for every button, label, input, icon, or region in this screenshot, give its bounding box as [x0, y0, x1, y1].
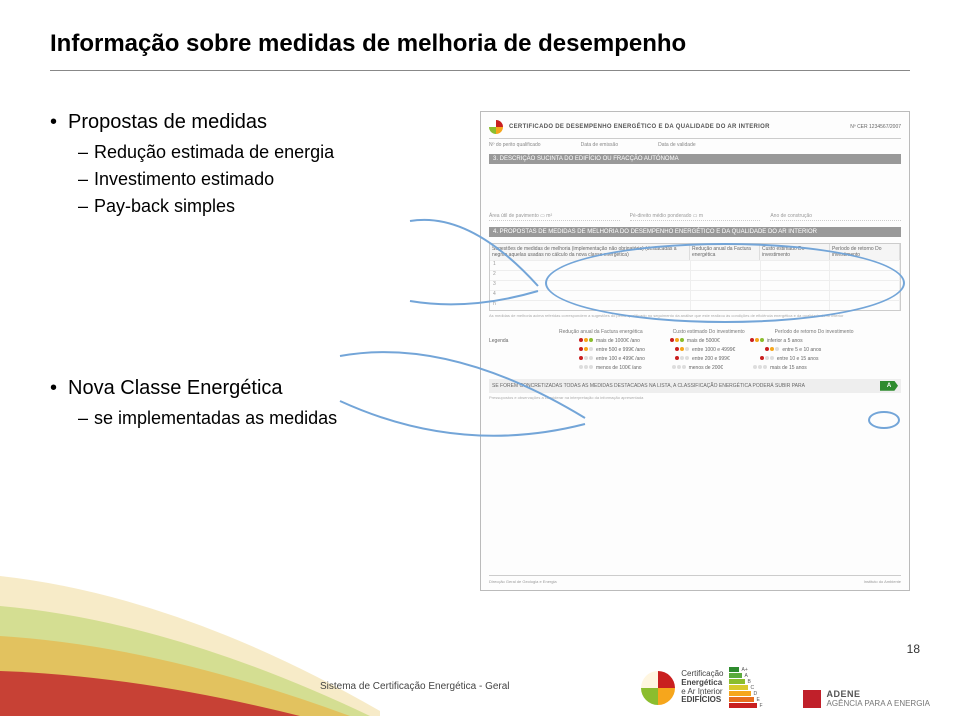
- table-row: 3: [490, 280, 900, 290]
- bottom-right: Instituto do Ambiente: [864, 579, 901, 584]
- cert-logo-icon: [489, 120, 503, 134]
- rating-strip-icon: A+ABCDEF: [729, 667, 762, 708]
- table-row: 1: [490, 260, 900, 270]
- table-row: 4: [490, 290, 900, 300]
- section3-band: 3. DESCRIÇÃO SUCINTA DO EDIFÍCIO OU FRAC…: [489, 154, 901, 164]
- th-sugestoes: Sugestões de medidas de melhoria (implem…: [490, 244, 690, 260]
- cert-number: Nº CER 1234567/2007: [850, 124, 901, 130]
- table-row: 2: [490, 270, 900, 280]
- bullet-payback: Pay-back simples: [50, 196, 460, 217]
- th-reducao: Redução anual da Factura energética: [690, 244, 760, 260]
- slide-title: Informação sobre medidas de melhoria de …: [50, 30, 910, 71]
- field-ano: Ano de construção: [770, 212, 901, 221]
- cert-sub2: Data de emissão: [581, 142, 619, 148]
- th-periodo: Período de retorno Do investimento: [830, 244, 900, 260]
- table-note: As medidas de melhoria acima referidas c…: [489, 314, 901, 319]
- measures-table: Sugestões de medidas de melhoria (implem…: [489, 243, 901, 311]
- adene-logo: ADENE AGÊNCIA PARA A ENERGIA: [803, 689, 930, 708]
- th-custo: Custo estimado Do investimento: [760, 244, 830, 260]
- bottom-left: Direcção Geral de Geologia e Energia: [489, 579, 557, 584]
- certificate-preview: CERTIFICADO DE DESEMPENHO ENERGÉTICO E D…: [480, 111, 910, 591]
- field-area: Área útil de pavimento ▭ m²: [489, 212, 620, 221]
- bullet-investimento: Investimento estimado: [50, 169, 460, 190]
- cert-swirl-icon: [641, 671, 675, 705]
- field-pe-direito: Pé-direito médio ponderado ▭ m: [630, 212, 761, 221]
- bullet-implementadas: se implementadas as medidas: [50, 408, 460, 429]
- cert-sub3: Data de validade: [658, 142, 696, 148]
- page-number: 18: [907, 642, 920, 656]
- legend: Redução anual da Factura energética Cust…: [489, 329, 901, 371]
- bullet-list: Propostas de medidas Redução estimada de…: [50, 111, 460, 591]
- cert-title: CERTIFICADO DE DESEMPENHO ENERGÉTICO E D…: [509, 124, 844, 130]
- certification-logo: Certificação Energética e Ar Interior ED…: [641, 667, 762, 708]
- bullet-nova-classe: Nova Classe Energética: [50, 377, 460, 400]
- footer-sub: Pressupostos e observações a considerar …: [489, 395, 901, 400]
- table-row: n: [490, 300, 900, 310]
- cert-sub1: Nº do perito qualificado: [489, 142, 541, 148]
- slide-footer: Sistema de Certificação Energética - Ger…: [0, 626, 960, 716]
- result-band: SE FOREM CONCRETIZADAS TODAS AS MEDIDAS …: [489, 379, 901, 393]
- bullet-reducao: Redução estimada de energia: [50, 142, 460, 163]
- section4-band: 4. PROPOSTAS DE MEDIDAS DE MELHORIA DO D…: [489, 227, 901, 237]
- rating-badge-a: A: [880, 381, 898, 391]
- footer-text: Sistema de Certificação Energética - Ger…: [320, 681, 510, 692]
- adene-square-icon: [803, 690, 821, 708]
- bullet-propostas: Propostas de medidas: [50, 111, 460, 134]
- document-preview-container: CERTIFICADO DE DESEMPENHO ENERGÉTICO E D…: [480, 111, 910, 591]
